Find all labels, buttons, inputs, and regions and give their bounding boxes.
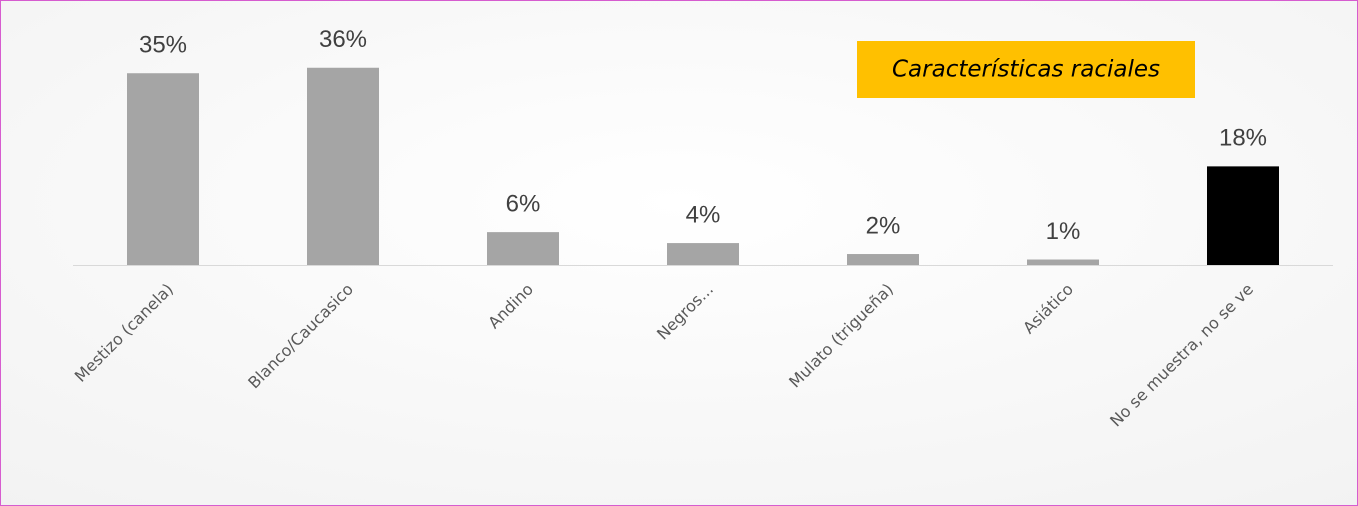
value-label: 18% <box>1219 125 1267 152</box>
bar <box>307 67 379 265</box>
bar <box>667 243 739 265</box>
chart-title: Características raciales <box>892 57 1160 83</box>
bar <box>1027 259 1099 265</box>
title-box <box>857 41 1195 98</box>
bar <box>847 254 919 265</box>
bar <box>127 73 199 266</box>
value-label: 4% <box>686 201 721 228</box>
bar <box>1207 166 1279 265</box>
value-label: 1% <box>1046 218 1081 245</box>
value-label: 36% <box>319 26 367 53</box>
value-label: 2% <box>866 212 901 239</box>
value-label: 6% <box>506 190 541 217</box>
value-label: 35% <box>139 32 187 59</box>
bar <box>487 232 559 265</box>
